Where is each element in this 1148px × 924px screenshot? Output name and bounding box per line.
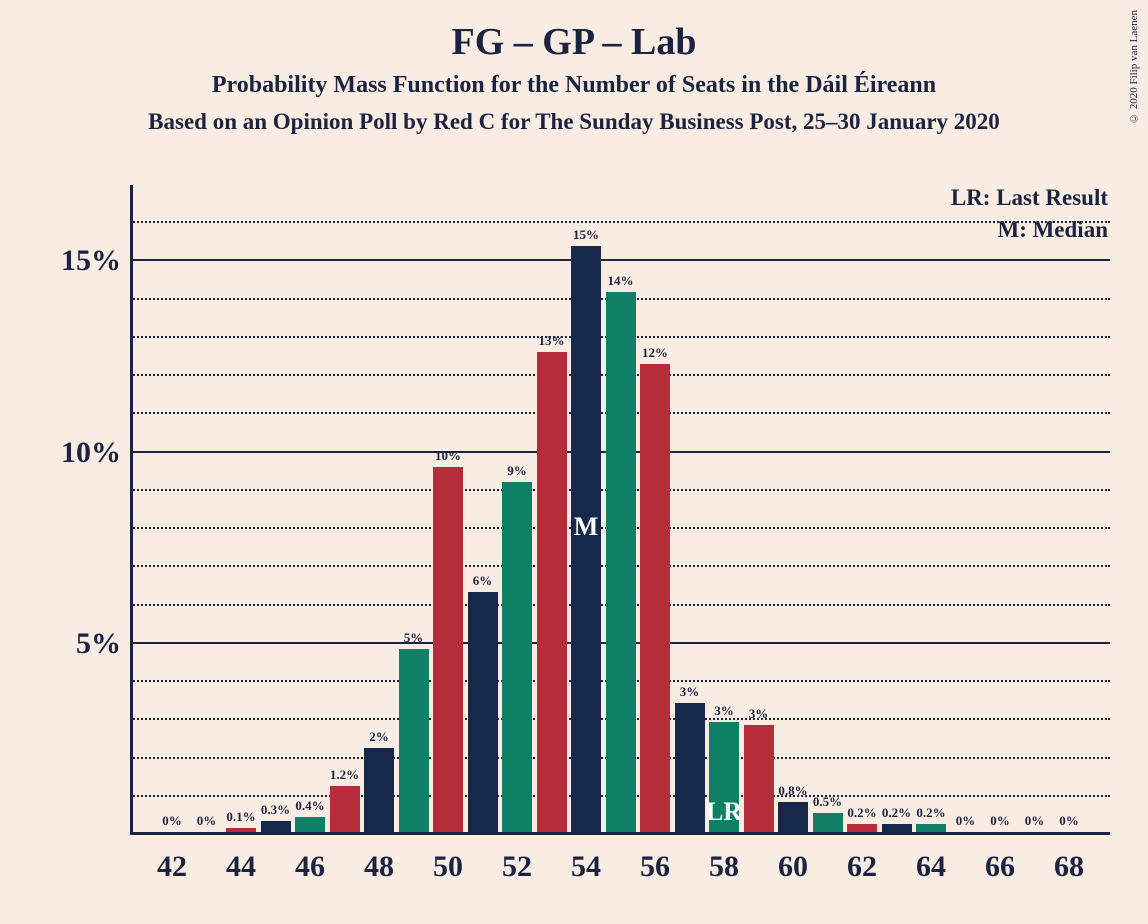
- x-tick-label: 56: [640, 850, 670, 884]
- x-tick-label: 68: [1054, 850, 1084, 884]
- bar-value-label: 0.2%: [847, 805, 876, 821]
- chart-subtitle: Probability Mass Function for the Number…: [0, 72, 1148, 99]
- x-tick-label: 42: [157, 850, 187, 884]
- gridline-minor: [130, 221, 1110, 223]
- bar-value-label: 2%: [369, 729, 389, 745]
- bar-value-label: 0.2%: [916, 805, 945, 821]
- bar: [433, 467, 463, 832]
- bar-value-label: 0%: [956, 813, 976, 829]
- bar-value-label: 14%: [608, 273, 634, 289]
- y-tick-label: 10%: [61, 436, 121, 470]
- bar-value-label: 13%: [539, 333, 565, 349]
- bar-value-label: 0%: [197, 813, 217, 829]
- bar: [813, 813, 843, 832]
- bar: [882, 824, 912, 832]
- bar-value-label: 0%: [990, 813, 1010, 829]
- x-tick-label: 52: [502, 850, 532, 884]
- y-tick-label: 15%: [61, 244, 121, 278]
- x-axis: 42 44 46 48 50 52 54 56 58 60 62 64 66 68: [130, 850, 1110, 900]
- x-tick-label: 50: [433, 850, 463, 884]
- x-tick-label: 54: [571, 850, 601, 884]
- x-tick-label: 66: [985, 850, 1015, 884]
- x-tick-label: 60: [778, 850, 808, 884]
- bar-value-label: 0%: [162, 813, 182, 829]
- bar-value-label: 0.8%: [778, 783, 807, 799]
- bar: [261, 821, 291, 832]
- titles: FG – GP – Lab Probability Mass Function …: [0, 0, 1148, 135]
- chart-title: FG – GP – Lab: [0, 20, 1148, 64]
- x-tick-label: 62: [847, 850, 877, 884]
- bar-value-label: 15%: [573, 227, 599, 243]
- bar-value-label: 0.3%: [261, 802, 290, 818]
- bar-value-label: 0.2%: [882, 805, 911, 821]
- bar-value-label: 3%: [680, 684, 700, 700]
- y-axis-line: [130, 185, 133, 835]
- median-marker: M: [574, 512, 599, 542]
- bar: [916, 824, 946, 832]
- bar: [364, 748, 394, 832]
- x-tick-label: 64: [916, 850, 946, 884]
- bar: [778, 802, 808, 832]
- x-tick-label: 58: [709, 850, 739, 884]
- bar: [744, 725, 774, 832]
- bar-value-label: 6%: [473, 573, 493, 589]
- bar-value-label: 0%: [1025, 813, 1045, 829]
- gridline-major: [130, 259, 1110, 261]
- bar: [537, 352, 567, 832]
- bar-value-label: 9%: [507, 463, 527, 479]
- bar-value-label: 12%: [642, 345, 668, 361]
- bar: [468, 592, 498, 832]
- bar: [330, 786, 360, 832]
- bar-value-label: 3%: [749, 706, 769, 722]
- x-axis-line: [130, 832, 1110, 835]
- x-tick-label: 44: [226, 850, 256, 884]
- bar: [226, 828, 256, 832]
- x-tick-label: 46: [295, 850, 325, 884]
- bar-value-label: 10%: [435, 448, 461, 464]
- bar-value-label: 0.4%: [295, 798, 324, 814]
- bar-value-label: 1.2%: [330, 767, 359, 783]
- y-tick-label: 5%: [76, 627, 121, 661]
- x-tick-label: 48: [364, 850, 394, 884]
- bar: [675, 703, 705, 832]
- chart-source: Based on an Opinion Poll by Red C for Th…: [0, 109, 1148, 135]
- last-result-marker: LR: [706, 797, 742, 827]
- chart-plot-area: 0% 0% 0.1% 0.3% 0.4% 1.2% 2% 5% 10% 6% 9% 13% 15% M 14…: [130, 185, 1110, 835]
- bar: [847, 824, 877, 832]
- bar-value-label: 3%: [714, 703, 734, 719]
- bar: [606, 292, 636, 832]
- bar-value-label: 0.5%: [813, 794, 842, 810]
- bar: [640, 364, 670, 832]
- bar-value-label: 5%: [404, 630, 424, 646]
- bar-value-label: 0%: [1059, 813, 1079, 829]
- copyright-text: © 2020 Filip van Laenen: [1128, 10, 1140, 124]
- bar: [399, 649, 429, 832]
- bar: [502, 482, 532, 832]
- bar-value-label: 0.1%: [226, 809, 255, 825]
- bar: [295, 817, 325, 832]
- y-axis: 5% 10% 15%: [26, 185, 121, 835]
